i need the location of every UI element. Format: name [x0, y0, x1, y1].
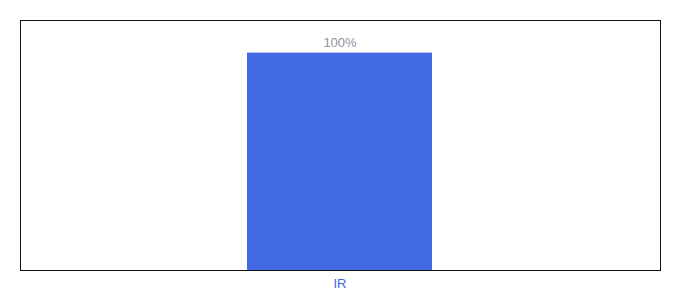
svg-text:IR: IR [334, 276, 347, 291]
svg-text:100%: 100% [323, 35, 357, 50]
